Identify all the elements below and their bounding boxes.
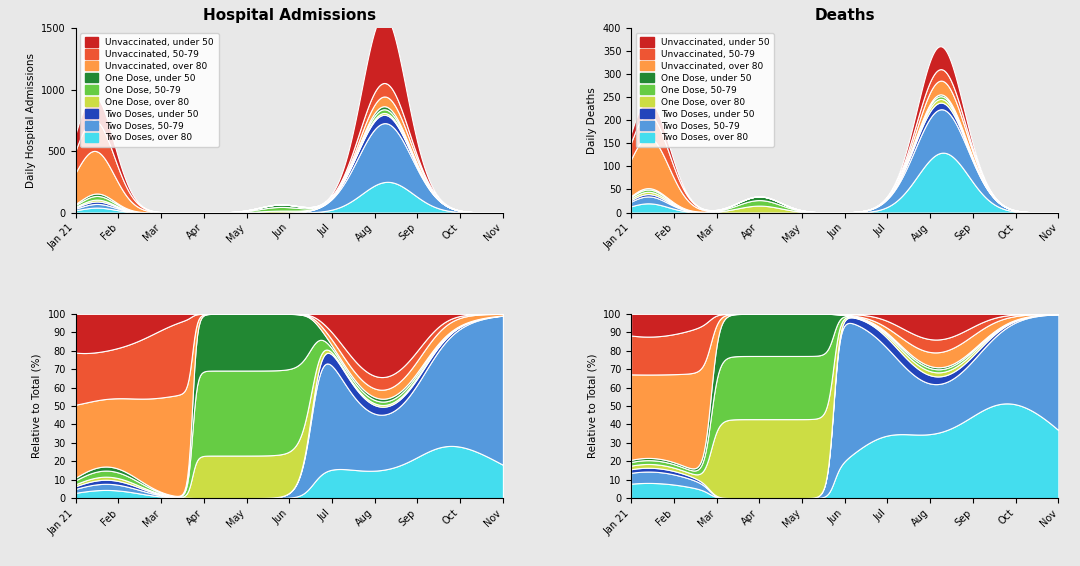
Y-axis label: Daily Deaths: Daily Deaths — [588, 87, 597, 154]
Y-axis label: Daily Hospital Admissions: Daily Hospital Admissions — [26, 53, 36, 188]
Legend: Unvaccinated, under 50, Unvaccinated, 50-79, Unvaccinated, over 80, One Dose, un: Unvaccinated, under 50, Unvaccinated, 50… — [80, 33, 218, 147]
Y-axis label: Relative to Total (%): Relative to Total (%) — [588, 354, 597, 458]
Title: Hospital Admissions: Hospital Admissions — [203, 8, 376, 23]
Legend: Unvaccinated, under 50, Unvaccinated, 50-79, Unvaccinated, over 80, One Dose, un: Unvaccinated, under 50, Unvaccinated, 50… — [636, 33, 774, 147]
Title: Deaths: Deaths — [814, 8, 875, 23]
Y-axis label: Relative to Total (%): Relative to Total (%) — [32, 354, 42, 458]
